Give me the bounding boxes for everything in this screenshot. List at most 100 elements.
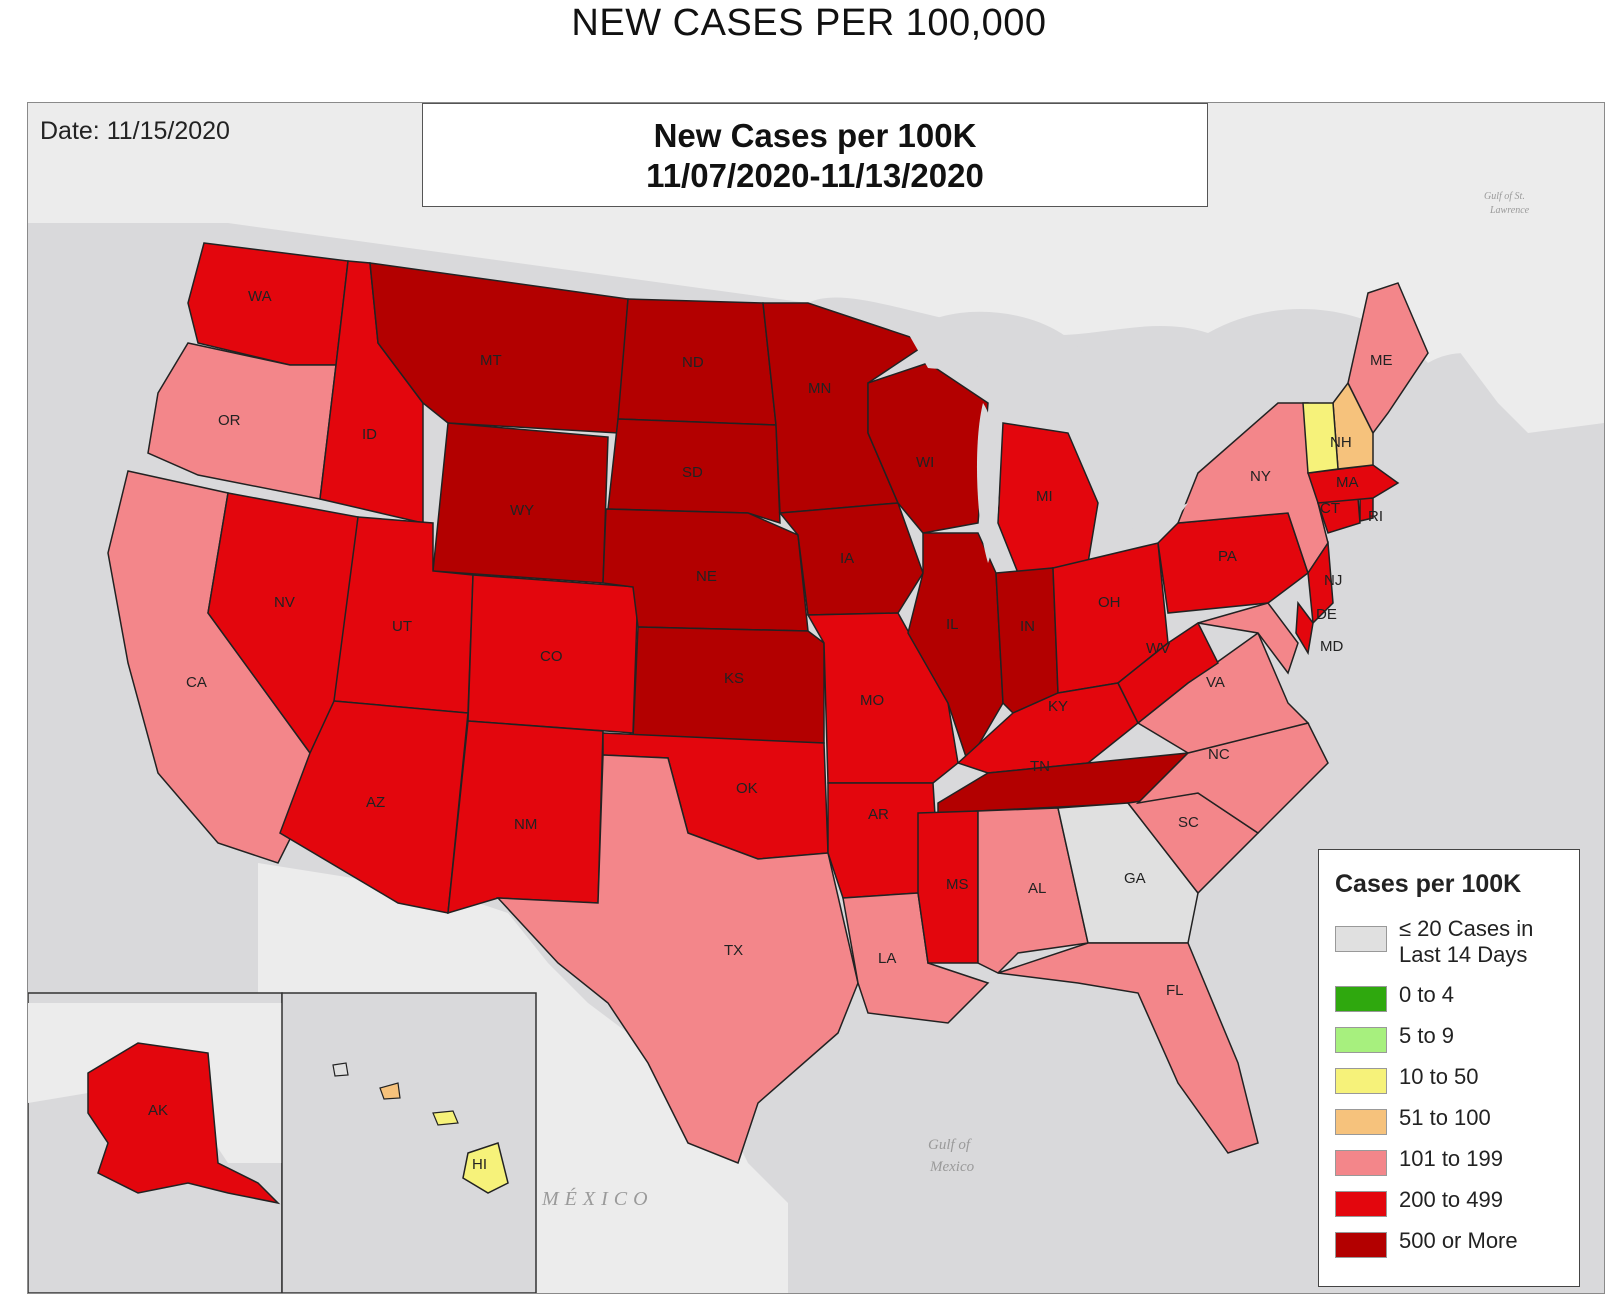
label-TN: TN xyxy=(1030,758,1050,775)
legend-label: ≤ 20 Cases in Last 14 Days xyxy=(1399,916,1534,967)
legend-label: 500 or More xyxy=(1399,1228,1518,1253)
label-CT: CT xyxy=(1320,500,1340,517)
state-DE[interactable] xyxy=(1295,600,1314,656)
label-OR: OR xyxy=(218,412,241,429)
lake-superior xyxy=(908,311,1088,369)
legend-swatch xyxy=(1335,986,1387,1012)
legend-label: 0 to 4 xyxy=(1399,982,1455,1007)
label-CO: CO xyxy=(540,648,563,665)
map-frame[interactable]: WA OR CA ID NV MT WY UT AZ CO NM ND SD N… xyxy=(27,102,1605,1294)
state-HI[interactable] xyxy=(462,1142,509,1194)
legend-swatch xyxy=(1335,1027,1387,1053)
label-DE: DE xyxy=(1316,606,1337,623)
label-WI: WI xyxy=(916,454,934,471)
state-VT[interactable] xyxy=(1302,402,1339,474)
label-KS: KS xyxy=(724,670,744,687)
label-IL: IL xyxy=(946,616,959,633)
label-IN: IN xyxy=(1020,618,1035,635)
map-title-box: New Cases per 100K 11/07/2020-11/13/2020 xyxy=(422,103,1208,207)
legend-swatch xyxy=(1335,1232,1387,1258)
state-IN[interactable] xyxy=(995,567,1059,714)
state-AK[interactable] xyxy=(87,1042,281,1205)
label-WV: WV xyxy=(1146,640,1170,657)
label-LA: LA xyxy=(878,950,896,967)
label-AZ: AZ xyxy=(366,794,385,811)
lake-erie xyxy=(1098,503,1188,553)
label-PA: PA xyxy=(1218,548,1237,565)
label-MT: MT xyxy=(480,352,502,369)
label-NJ: NJ xyxy=(1324,572,1342,589)
label-WA: WA xyxy=(248,288,272,305)
canada-east-land xyxy=(1408,223,1604,433)
legend-label: 200 to 499 xyxy=(1399,1187,1503,1212)
label-ND: ND xyxy=(682,354,704,371)
label-ID: ID xyxy=(362,426,377,443)
label-OH: OH xyxy=(1098,594,1121,611)
label-FL: FL xyxy=(1166,982,1184,999)
legend-swatch xyxy=(1335,1109,1387,1135)
label-UT: UT xyxy=(392,618,412,635)
state-KS[interactable] xyxy=(632,626,825,744)
lake-michigan xyxy=(976,403,999,563)
legend-swatch xyxy=(1335,926,1387,952)
label-MI: MI xyxy=(1036,488,1053,505)
legend-swatch xyxy=(1335,1150,1387,1176)
legend-item-500-plus: 500 or More xyxy=(1335,1226,1575,1266)
label-mexico: MÉXICO xyxy=(541,1187,654,1210)
state-NJ[interactable] xyxy=(1307,540,1334,625)
legend-label: 10 to 50 xyxy=(1399,1064,1479,1089)
label-MO: MO xyxy=(860,692,884,709)
legend-item-le20: ≤ 20 Cases in Last 14 Days xyxy=(1335,914,1575,970)
label-NC: NC xyxy=(1208,746,1230,763)
label-NH: NH xyxy=(1330,434,1352,451)
label-GA: GA xyxy=(1124,870,1146,887)
legend-label: 101 to 199 xyxy=(1399,1146,1503,1171)
state-MS[interactable] xyxy=(917,810,979,964)
state-GA[interactable] xyxy=(1057,802,1199,944)
state-TX[interactable] xyxy=(496,754,859,1164)
page-title: NEW CASES PER 100,000 xyxy=(571,2,1047,44)
hawaii-island-oahu xyxy=(379,1082,401,1100)
label-AL: AL xyxy=(1028,880,1046,897)
legend-item-10-50: 10 to 50 xyxy=(1335,1062,1575,1102)
legend-swatch xyxy=(1335,1191,1387,1217)
state-WV[interactable] xyxy=(1117,621,1219,725)
label-gulf-mexico-1: Gulf of xyxy=(928,1137,972,1153)
legend-item-5-9: 5 to 9 xyxy=(1335,1021,1575,1061)
legend-title: Cases per 100K xyxy=(1335,870,1522,898)
label-NV: NV xyxy=(274,594,295,611)
state-SD[interactable] xyxy=(607,418,781,525)
label-AK: AK xyxy=(148,1102,168,1119)
hawaii-island-kauai xyxy=(332,1062,349,1077)
legend: Cases per 100K ≤ 20 Cases in Last 14 Day… xyxy=(1318,849,1580,1287)
map-title-line2: 11/07/2020-11/13/2020 xyxy=(646,157,984,194)
map-title-line1: New Cases per 100K xyxy=(653,117,977,154)
label-CA: CA xyxy=(186,674,207,691)
state-ME[interactable] xyxy=(1347,282,1429,435)
label-MA: MA xyxy=(1336,474,1359,491)
legend-item-0-4: 0 to 4 xyxy=(1335,980,1575,1020)
hawaii-inset-frame xyxy=(281,992,537,1293)
label-AR: AR xyxy=(868,806,889,823)
label-NY: NY xyxy=(1250,468,1271,485)
label-ME: ME xyxy=(1370,352,1393,369)
label-HI: HI xyxy=(472,1156,487,1173)
label-SC: SC xyxy=(1178,814,1199,831)
us-map[interactable]: WA OR CA ID NV MT WY UT AZ CO NM ND SD N… xyxy=(28,103,1604,1293)
label-SD: SD xyxy=(682,464,703,481)
legend-swatch xyxy=(1335,1068,1387,1094)
label-MD: MD xyxy=(1320,638,1343,655)
label-NM: NM xyxy=(514,816,537,833)
legend-label: 51 to 100 xyxy=(1399,1105,1491,1130)
legend-item-51-100: 51 to 100 xyxy=(1335,1103,1575,1143)
state-OR[interactable] xyxy=(147,342,337,500)
label-MN: MN xyxy=(808,380,831,397)
state-WI[interactable] xyxy=(867,362,989,534)
label-OK: OK xyxy=(736,780,758,797)
state-FL[interactable] xyxy=(997,942,1259,1154)
label-gulf-stl-2: Lawrence xyxy=(1489,205,1530,216)
state-MD[interactable] xyxy=(1197,602,1299,675)
date-label: Date: 11/15/2020 xyxy=(40,117,230,145)
legend-label: 5 to 9 xyxy=(1399,1023,1455,1048)
label-KY: KY xyxy=(1048,698,1068,715)
